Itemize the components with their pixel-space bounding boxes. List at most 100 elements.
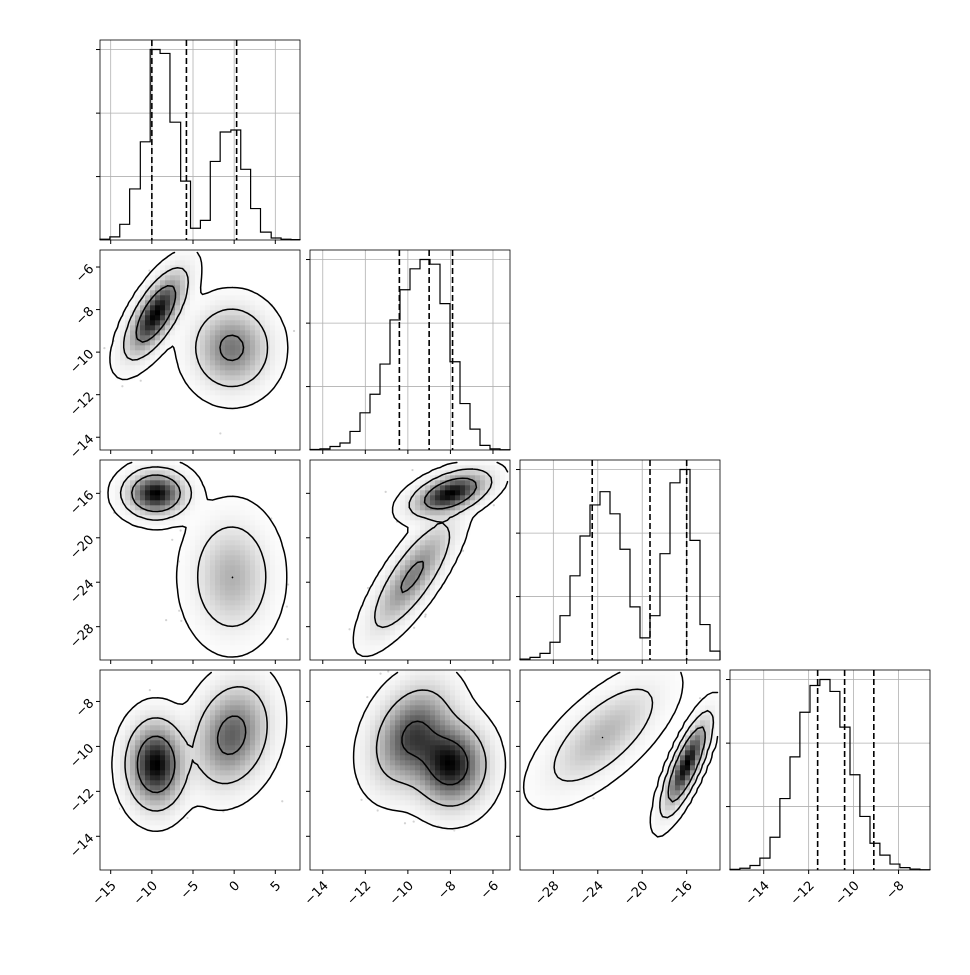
density-cell: [205, 525, 210, 530]
density-cell: [140, 495, 145, 500]
density-cell: [225, 600, 230, 605]
density-cell: [260, 620, 265, 625]
density-cell: [190, 295, 195, 300]
density-cell: [190, 575, 195, 580]
density-cell: [415, 585, 420, 590]
density-cell: [115, 495, 120, 500]
density-cell: [440, 550, 445, 555]
density-cell: [175, 255, 180, 260]
density-cell: [205, 600, 210, 605]
density-cell: [485, 465, 490, 470]
density-cell: [420, 490, 425, 495]
density-cell: [120, 360, 125, 365]
density-cell: [130, 350, 135, 355]
density-cell: [150, 275, 155, 280]
sample-point: [462, 550, 464, 552]
density-cell: [400, 505, 405, 510]
density-cell: [125, 310, 130, 315]
density-cell: [235, 645, 240, 650]
sample-point: [480, 457, 482, 459]
density-cell: [140, 485, 145, 490]
density-cell: [240, 645, 245, 650]
density-cell: [260, 355, 265, 360]
density-cell: [210, 360, 215, 365]
density-cell: [225, 545, 230, 550]
density-cell: [405, 580, 410, 585]
density-cell: [190, 365, 195, 370]
density-cell: [275, 550, 280, 555]
density-cell: [210, 305, 215, 310]
density-cell: [240, 510, 245, 515]
density-cell: [255, 560, 260, 565]
density-cell: [245, 575, 250, 580]
density-cell: [270, 365, 275, 370]
density-cell: [360, 610, 365, 615]
density-cell: [140, 335, 145, 340]
density-cell: [185, 370, 190, 375]
density-cell: [495, 480, 500, 485]
density-cell: [250, 635, 255, 640]
density-cell: [250, 350, 255, 355]
density-cell: [255, 525, 260, 530]
density-cell: [165, 275, 170, 280]
density-cell: [250, 505, 255, 510]
density-cell: [205, 510, 210, 515]
density-cell: [245, 320, 250, 325]
scatter-panel-0-3: [96, 661, 317, 874]
density-cell: [215, 515, 220, 520]
density-cell: [165, 295, 170, 300]
density-cell: [230, 580, 235, 585]
density-cell: [235, 610, 240, 615]
density-cell: [435, 500, 440, 505]
density-cell: [230, 610, 235, 615]
density-cell: [425, 595, 430, 600]
density-cell: [190, 500, 195, 505]
hist-bar: [860, 816, 870, 870]
density-cell: [270, 310, 275, 315]
density-cell: [245, 625, 250, 630]
density-cell: [460, 470, 465, 475]
density-cell: [150, 320, 155, 325]
density-cell: [255, 515, 260, 520]
density-cell: [175, 305, 180, 310]
density-cell: [380, 595, 385, 600]
density-cell: [190, 515, 195, 520]
density-cell: [270, 575, 275, 580]
density-cell: [430, 550, 435, 555]
density-cell: [215, 305, 220, 310]
density-cell: [215, 535, 220, 540]
density-cell: [155, 485, 160, 490]
density-cell: [220, 360, 225, 365]
density-cell: [220, 545, 225, 550]
hist-bar: [680, 470, 690, 660]
density-cell: [370, 620, 375, 625]
density-cell: [230, 615, 235, 620]
hist-bar: [181, 181, 191, 240]
density-cell: [405, 615, 410, 620]
density-cell: [430, 560, 435, 565]
density-cell: [480, 460, 485, 465]
density-cell: [425, 540, 430, 545]
density-cell: [245, 325, 250, 330]
density-cell: [425, 475, 430, 480]
density-cell: [185, 580, 190, 585]
density-cell: [220, 295, 225, 300]
density-cell: [270, 360, 275, 365]
hist-bar: [690, 540, 700, 660]
density-cell: [170, 510, 175, 515]
density-cell: [225, 395, 230, 400]
density-cell: [400, 605, 405, 610]
density-cell: [255, 335, 260, 340]
density-cell: [220, 590, 225, 595]
density-cell: [235, 575, 240, 580]
density-cell: [255, 620, 260, 625]
density-cell: [440, 500, 445, 505]
density-cell: [190, 505, 195, 510]
density-cell: [265, 605, 270, 610]
density-cell: [400, 625, 405, 630]
density-cell: [190, 475, 195, 480]
sample-point: [286, 605, 288, 607]
density-cell: [415, 520, 420, 525]
density-cell: [375, 580, 380, 585]
sample-point: [425, 613, 427, 615]
